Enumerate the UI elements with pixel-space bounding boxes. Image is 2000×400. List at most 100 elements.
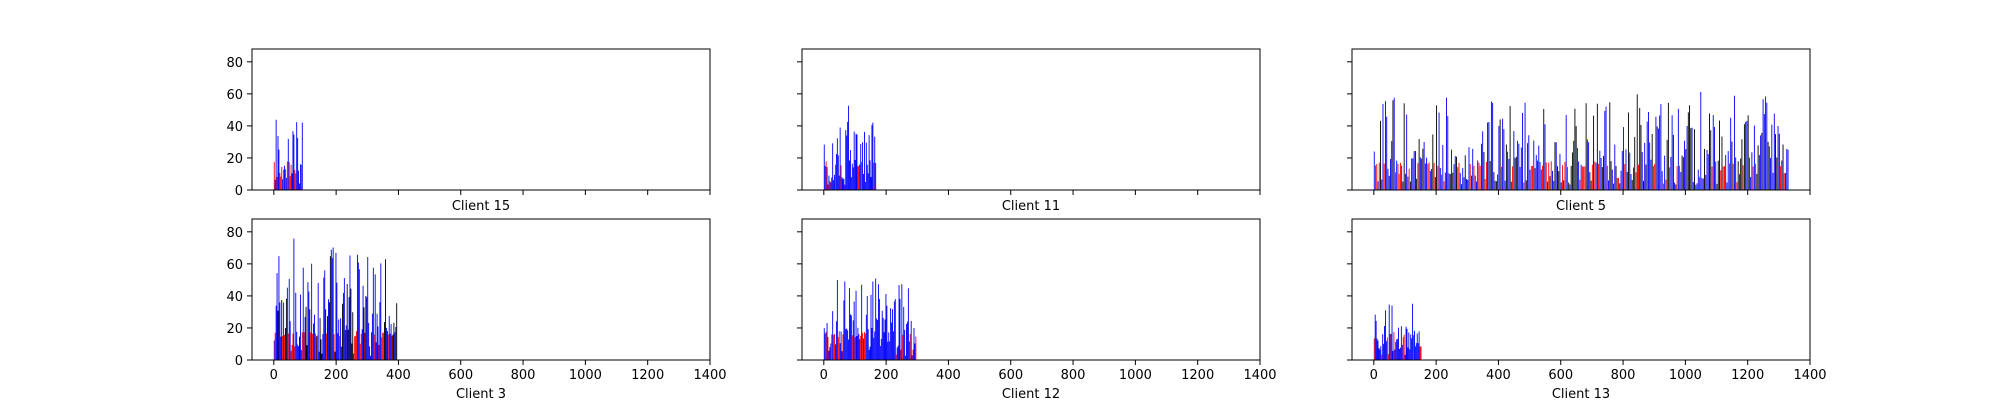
histogram-bar — [339, 335, 341, 360]
histogram-bar — [1399, 348, 1400, 360]
histogram-bar — [1380, 120, 1381, 190]
histogram-bar — [857, 327, 859, 360]
histogram-bar — [1724, 166, 1725, 190]
histogram-bar — [1778, 133, 1780, 190]
bars-group — [823, 278, 917, 360]
histogram-bar — [1376, 338, 1378, 360]
histogram-bar — [904, 329, 906, 360]
histogram-bar — [1594, 161, 1596, 190]
histogram-bar — [1656, 126, 1658, 190]
histogram-bar — [277, 310, 279, 360]
histogram-bar — [827, 184, 829, 190]
histogram-bar — [1752, 166, 1754, 190]
histogram-bar — [1728, 163, 1730, 190]
histogram-bar — [283, 302, 285, 360]
histogram-bar — [1766, 102, 1768, 190]
x-tick-label: 600 — [998, 368, 1023, 383]
histogram-bar — [1383, 163, 1385, 190]
histogram-bar — [824, 333, 826, 360]
histogram-bar — [291, 173, 293, 190]
histogram-bar — [1505, 144, 1507, 190]
histogram-bar — [843, 300, 845, 360]
histogram-bar — [1477, 160, 1479, 190]
histogram-bar — [1574, 108, 1576, 190]
histogram-bar — [1581, 166, 1583, 190]
histogram-bar — [369, 346, 371, 360]
histogram-bar — [357, 262, 359, 360]
y-tick-label: 0 — [235, 354, 243, 369]
histogram-bar — [344, 330, 346, 360]
histogram-bar — [1691, 127, 1693, 190]
histogram-bar — [275, 305, 277, 360]
histogram-bar — [1373, 338, 1375, 360]
histogram-bar — [1659, 115, 1661, 190]
histogram-bar — [1644, 142, 1646, 190]
histogram-bar — [298, 346, 300, 360]
histogram-bar — [1662, 183, 1664, 190]
histogram-bar — [915, 336, 917, 360]
histogram-bar — [1628, 112, 1629, 190]
histogram-bar — [1606, 165, 1608, 190]
histogram-bar — [869, 346, 871, 360]
histogram-bar — [1780, 166, 1781, 190]
histogram-bar — [841, 351, 843, 360]
histogram-bar — [1732, 163, 1734, 190]
histogram-bar — [1704, 148, 1705, 190]
histogram-bar — [878, 284, 879, 360]
x-tick-label: 1200 — [1731, 368, 1764, 383]
histogram-bar — [1569, 184, 1571, 190]
histogram-bar — [1485, 161, 1487, 190]
histogram-bar — [1480, 143, 1482, 190]
histogram-bar — [1681, 155, 1683, 190]
histogram-bar — [1777, 126, 1779, 190]
histogram-bar — [1748, 157, 1750, 190]
histogram-bar — [319, 317, 321, 360]
histogram-bar — [1614, 144, 1616, 190]
histogram-bar — [1389, 334, 1391, 360]
histogram-bar — [1721, 136, 1723, 190]
histogram-bar — [1705, 174, 1707, 190]
histogram-bar — [311, 263, 313, 360]
histogram-bar — [1376, 163, 1378, 190]
histogram-bar — [829, 347, 831, 360]
axes-frame — [251, 218, 711, 361]
histogram-bar — [845, 329, 847, 360]
histogram-bar — [1513, 131, 1515, 190]
histogram-bar — [1771, 124, 1773, 190]
histogram-bar — [273, 161, 275, 190]
histogram-bar — [912, 349, 914, 360]
histogram-bar — [1398, 173, 1400, 190]
histogram-bar — [1524, 102, 1526, 190]
histogram-bar — [1409, 181, 1411, 190]
y-tick-label: 80 — [226, 56, 243, 71]
histogram-bar — [869, 160, 871, 190]
histogram-bar — [1616, 177, 1618, 190]
histogram-bar — [1699, 177, 1700, 190]
histogram-bar — [1449, 173, 1451, 190]
histogram-bar — [1623, 127, 1624, 190]
histogram-bar — [1381, 354, 1383, 360]
histogram-bar — [1711, 166, 1713, 190]
histogram-bar — [384, 321, 385, 360]
histogram-bar — [1442, 144, 1444, 190]
histogram-bar — [1407, 176, 1409, 190]
histogram-bar — [891, 322, 893, 360]
histogram-bar — [1419, 346, 1421, 360]
histogram-bar — [380, 263, 382, 360]
histogram-bar — [1735, 157, 1737, 190]
histogram-bar — [1417, 163, 1419, 190]
client-label: Client 12 — [1002, 387, 1060, 400]
histogram-bar — [1414, 346, 1416, 360]
histogram-bar — [878, 299, 880, 360]
x-tick-label: 400 — [386, 368, 411, 383]
histogram-bar — [1464, 155, 1466, 190]
histogram-bar — [1540, 169, 1542, 190]
histogram-bar — [305, 306, 307, 360]
histogram-bar — [335, 252, 337, 360]
histogram-bar — [331, 257, 333, 360]
histogram-bar — [1755, 163, 1757, 190]
histogram-bar — [870, 294, 872, 360]
histogram-bar — [295, 292, 297, 360]
histogram-bar — [893, 301, 895, 360]
y-tick-label: 40 — [226, 290, 243, 305]
